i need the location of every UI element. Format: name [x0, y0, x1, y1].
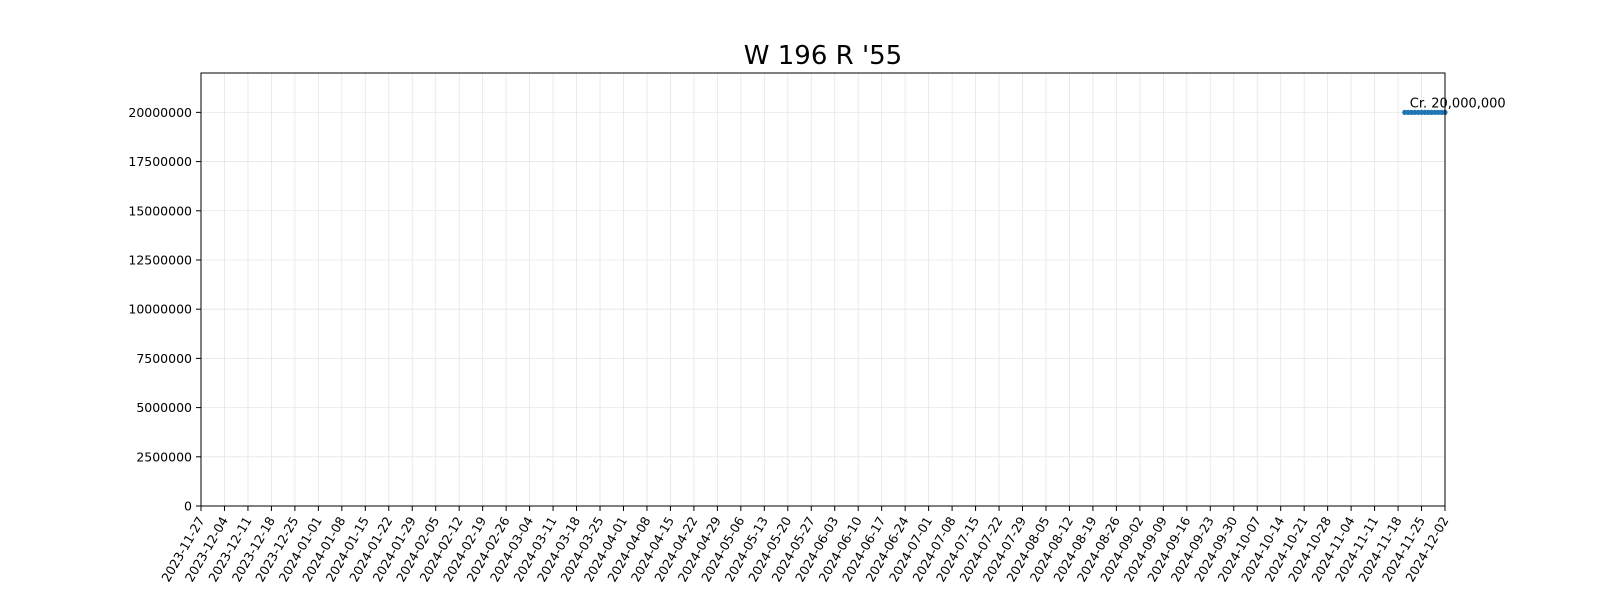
- y-tick-label: 2500000: [136, 449, 192, 464]
- plot-frame: [200, 72, 1446, 507]
- chart-title: W 196 R '55: [744, 41, 902, 71]
- y-tick-label: 0: [184, 499, 192, 514]
- grid-lines: [200, 73, 1446, 507]
- y-tick-label: 10000000: [128, 302, 192, 317]
- y-tick-label: 5000000: [136, 400, 192, 415]
- value-annotation: Cr. 20,000,000: [1410, 96, 1506, 111]
- y-tick-label: 12500000: [128, 252, 192, 267]
- y-tick-label: 20000000: [128, 105, 192, 120]
- y-tick-label: 7500000: [136, 351, 192, 366]
- axes: 2023-11-272023-12-042023-12-112023-12-18…: [128, 105, 1451, 585]
- annotations: Cr. 20,000,000: [1410, 96, 1506, 111]
- y-tick-label: 17500000: [128, 154, 192, 169]
- y-tick-label: 15000000: [128, 203, 192, 218]
